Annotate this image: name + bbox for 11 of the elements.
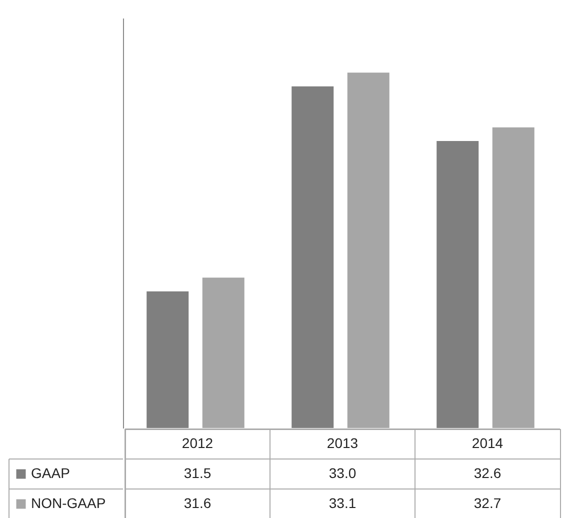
data-label: 32.6: [474, 465, 502, 481]
data-label: 32.7: [474, 495, 502, 511]
legend-label: GAAP: [31, 465, 70, 481]
data-label: 33.0: [328, 465, 356, 481]
x-tick-label: 2014: [472, 435, 504, 451]
x-tick-label: 2013: [326, 435, 358, 451]
data-label: 31.5: [184, 465, 212, 481]
x-tick-label: 2012: [182, 435, 214, 451]
legend-label: NON-GAAP: [31, 495, 106, 511]
data-label: 31.6: [184, 495, 212, 511]
data-label: 33.1: [328, 495, 356, 511]
